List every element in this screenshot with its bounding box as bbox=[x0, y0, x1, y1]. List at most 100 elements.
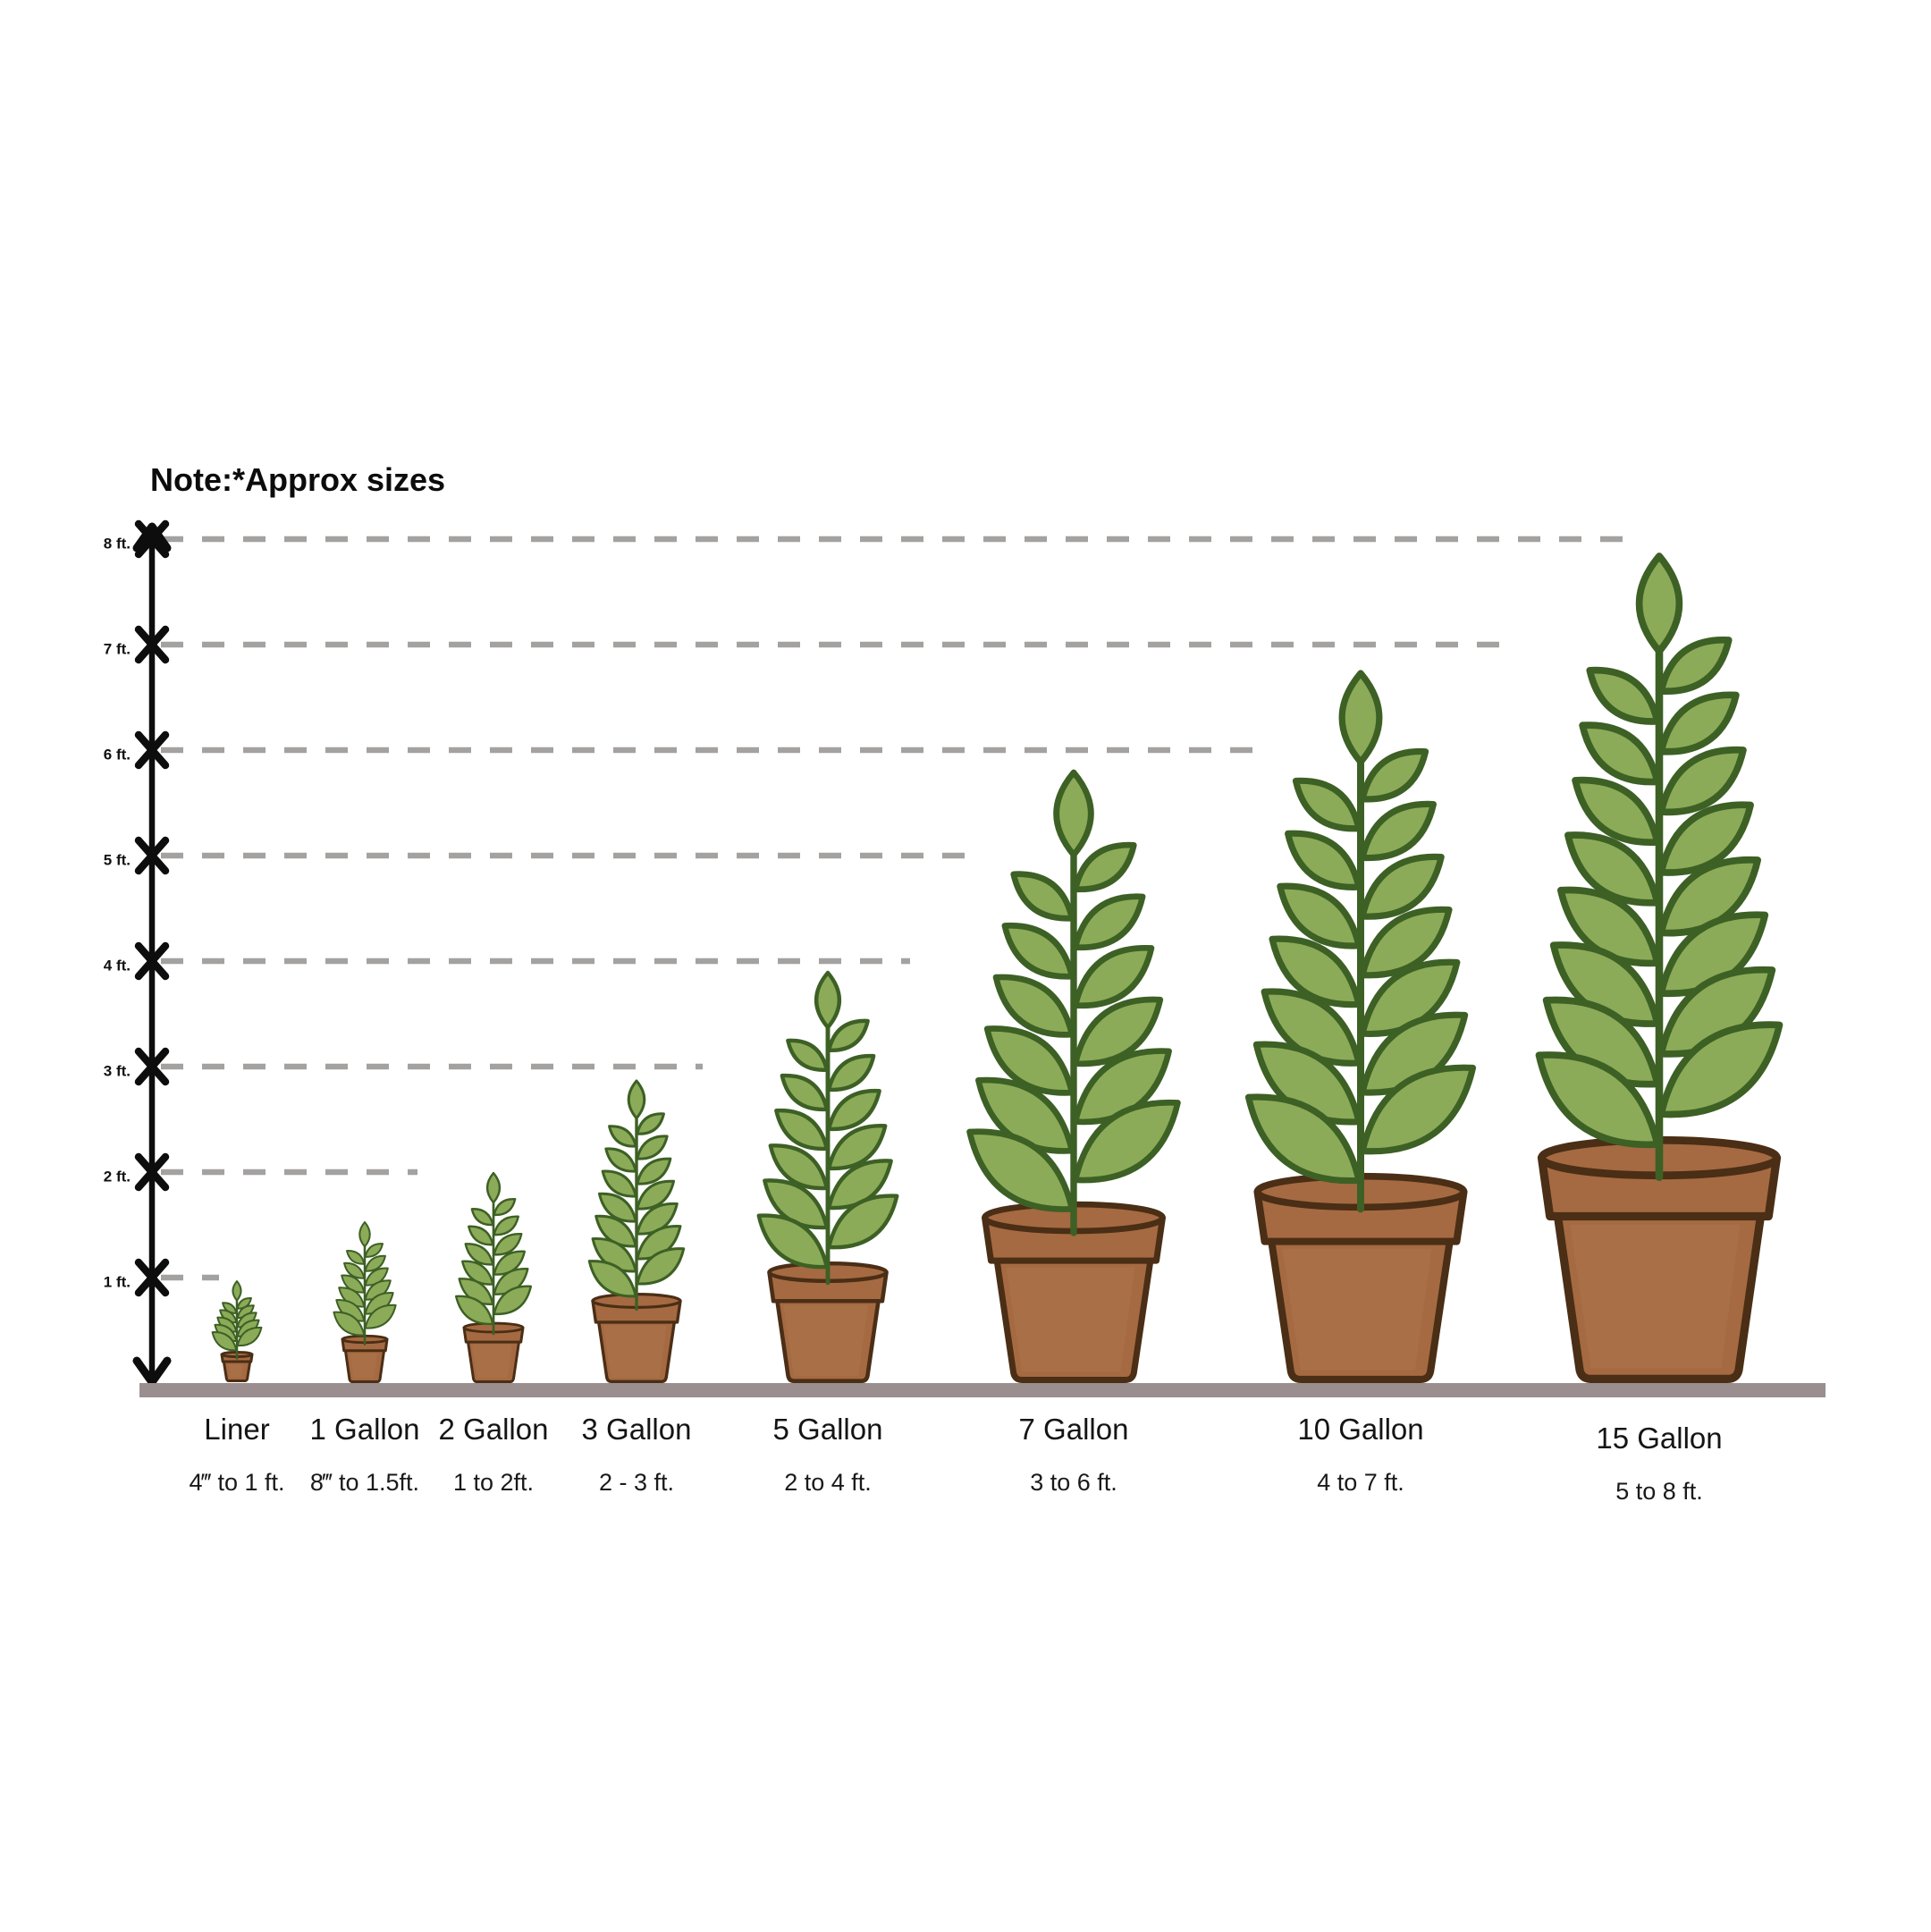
plant-leaf bbox=[1359, 800, 1437, 862]
pot-body bbox=[466, 1339, 521, 1383]
plant-group-15-gallon bbox=[1535, 553, 1783, 1384]
plant-leaf bbox=[1657, 637, 1733, 695]
plant-leaf bbox=[1657, 747, 1747, 816]
pot-body-highlight bbox=[783, 1304, 869, 1376]
plant-leaf bbox=[827, 1194, 899, 1250]
tick-x-mark-5-ft bbox=[134, 836, 170, 875]
plant-size-range-1-gallon: 8‴ to 1.5ft. bbox=[310, 1469, 419, 1496]
plant-pot bbox=[982, 1201, 1166, 1384]
plant-labels: Liner 4‴ to 1 ft. 1 Gallon 8‴ to 1.5ft. 2 Ga… bbox=[189, 1413, 1722, 1505]
tick-label-3-ft: 3 ft. bbox=[104, 1062, 131, 1079]
plant-leaf bbox=[627, 1079, 646, 1120]
pot-body-highlight bbox=[603, 1325, 667, 1378]
plant-leaf bbox=[364, 1303, 397, 1329]
plant-leaf bbox=[454, 1295, 494, 1326]
plant-leaf bbox=[1657, 691, 1740, 755]
pot-body bbox=[992, 1253, 1155, 1384]
tick-label-2-ft: 2 ft. bbox=[104, 1168, 131, 1185]
axis-arrow-up-icon bbox=[132, 522, 172, 553]
plant-size-range-15-gallon: 5 to 8 ft. bbox=[1615, 1478, 1703, 1505]
plant-leaf bbox=[827, 1018, 870, 1052]
gridlines bbox=[161, 536, 1624, 1281]
plant-size-range-3-gallon: 2 - 3 ft. bbox=[599, 1469, 674, 1496]
plant-leaf bbox=[1572, 776, 1661, 846]
tick-label-5-ft: 5 ft. bbox=[104, 851, 131, 868]
plant-group-7-gallon bbox=[966, 769, 1181, 1384]
tick-label-4-ft: 4 ft. bbox=[104, 957, 131, 974]
plant-leaf bbox=[756, 1213, 829, 1270]
plant-leaf bbox=[1072, 841, 1137, 892]
plant-leaf bbox=[814, 970, 841, 1030]
plant-leaf bbox=[1657, 1021, 1783, 1118]
pot-body bbox=[222, 1359, 252, 1382]
plant-leaf bbox=[1359, 853, 1445, 920]
plant-label-1-gallon: 1 Gallon bbox=[310, 1413, 420, 1446]
axis-arrow-down-icon bbox=[132, 1356, 172, 1387]
tick-x-mark-8-ft bbox=[134, 519, 170, 559]
plant-leaf bbox=[827, 1124, 888, 1171]
tick-label-6-ft: 6 ft. bbox=[104, 746, 131, 763]
ground-bar bbox=[139, 1383, 1826, 1397]
note-text: Note:*Approx sizes bbox=[150, 461, 446, 498]
plant-leaf bbox=[1359, 1064, 1477, 1155]
plant-leaf bbox=[345, 1250, 366, 1265]
pot-body-highlight bbox=[1282, 1248, 1432, 1371]
plant-leaf bbox=[485, 1171, 502, 1204]
plant-leaf bbox=[636, 1112, 665, 1135]
plant-leaf bbox=[608, 1125, 637, 1148]
plant-leaf bbox=[343, 1261, 366, 1279]
pot-body-highlight bbox=[472, 1345, 512, 1379]
plant-group-liner bbox=[211, 1279, 263, 1382]
plant-leaf bbox=[493, 1198, 517, 1217]
plant-leaf bbox=[1053, 769, 1094, 858]
plant-leaf bbox=[636, 1157, 672, 1185]
tick-x-mark-2-ft bbox=[134, 1152, 170, 1192]
plant-leaf bbox=[1535, 1051, 1661, 1149]
pot-body bbox=[774, 1295, 881, 1383]
tick-x-mark-1-ft bbox=[134, 1258, 170, 1297]
plant-group-2-gallon bbox=[454, 1171, 533, 1383]
plant-size-range-7-gallon: 3 to 6 ft. bbox=[1030, 1469, 1117, 1496]
tick-x-mark-4-ft bbox=[134, 941, 170, 981]
pot-body-highlight bbox=[350, 1353, 377, 1379]
plant-leaf bbox=[636, 1247, 686, 1286]
plant-leaf bbox=[966, 1128, 1075, 1212]
plant-leaf bbox=[236, 1326, 263, 1347]
plant-leaf bbox=[827, 1089, 881, 1132]
plant-pot bbox=[767, 1261, 889, 1383]
plant-leaf bbox=[1001, 922, 1075, 980]
plant-group-1-gallon bbox=[333, 1221, 397, 1383]
plants bbox=[211, 553, 1783, 1384]
plant-leaf bbox=[774, 1109, 829, 1152]
plant-leaf bbox=[636, 1135, 669, 1160]
plant-pot bbox=[1537, 1135, 1782, 1384]
plant-leaf bbox=[493, 1285, 533, 1316]
plant-leaf bbox=[992, 974, 1075, 1038]
plant-pot bbox=[1253, 1172, 1468, 1384]
plant-leaf bbox=[364, 1254, 386, 1272]
tick-x-mark-7-ft bbox=[134, 625, 170, 664]
plant-label-3-gallon: 3 Gallon bbox=[582, 1413, 692, 1446]
tick-label-7-ft: 7 ft. bbox=[104, 640, 131, 657]
plant-leaf bbox=[1338, 670, 1383, 766]
plant-leaf bbox=[1072, 1099, 1181, 1184]
plant-group-5-gallon bbox=[756, 970, 899, 1383]
pot-body bbox=[1267, 1233, 1455, 1384]
pot-body bbox=[596, 1318, 677, 1383]
plant-leaf bbox=[333, 1311, 366, 1337]
plant-label-liner: Liner bbox=[204, 1413, 269, 1446]
plant-label-15-gallon: 15 Gallon bbox=[1596, 1422, 1722, 1455]
plant-leaf bbox=[1292, 777, 1362, 832]
tick-label-1-ft: 1 ft. bbox=[104, 1273, 131, 1290]
tick-label-8-ft: 8 ft. bbox=[104, 535, 131, 552]
pot-body bbox=[343, 1347, 386, 1383]
plant-leaf bbox=[493, 1233, 523, 1256]
plant-leaf bbox=[470, 1208, 494, 1227]
plant-label-5-gallon: 5 Gallon bbox=[773, 1413, 883, 1446]
plant-leaf bbox=[1072, 893, 1146, 951]
plant-leaf bbox=[1285, 830, 1362, 890]
plant-size-range-2-gallon: 1 to 2ft. bbox=[453, 1469, 534, 1496]
plant-leaf bbox=[468, 1225, 494, 1246]
